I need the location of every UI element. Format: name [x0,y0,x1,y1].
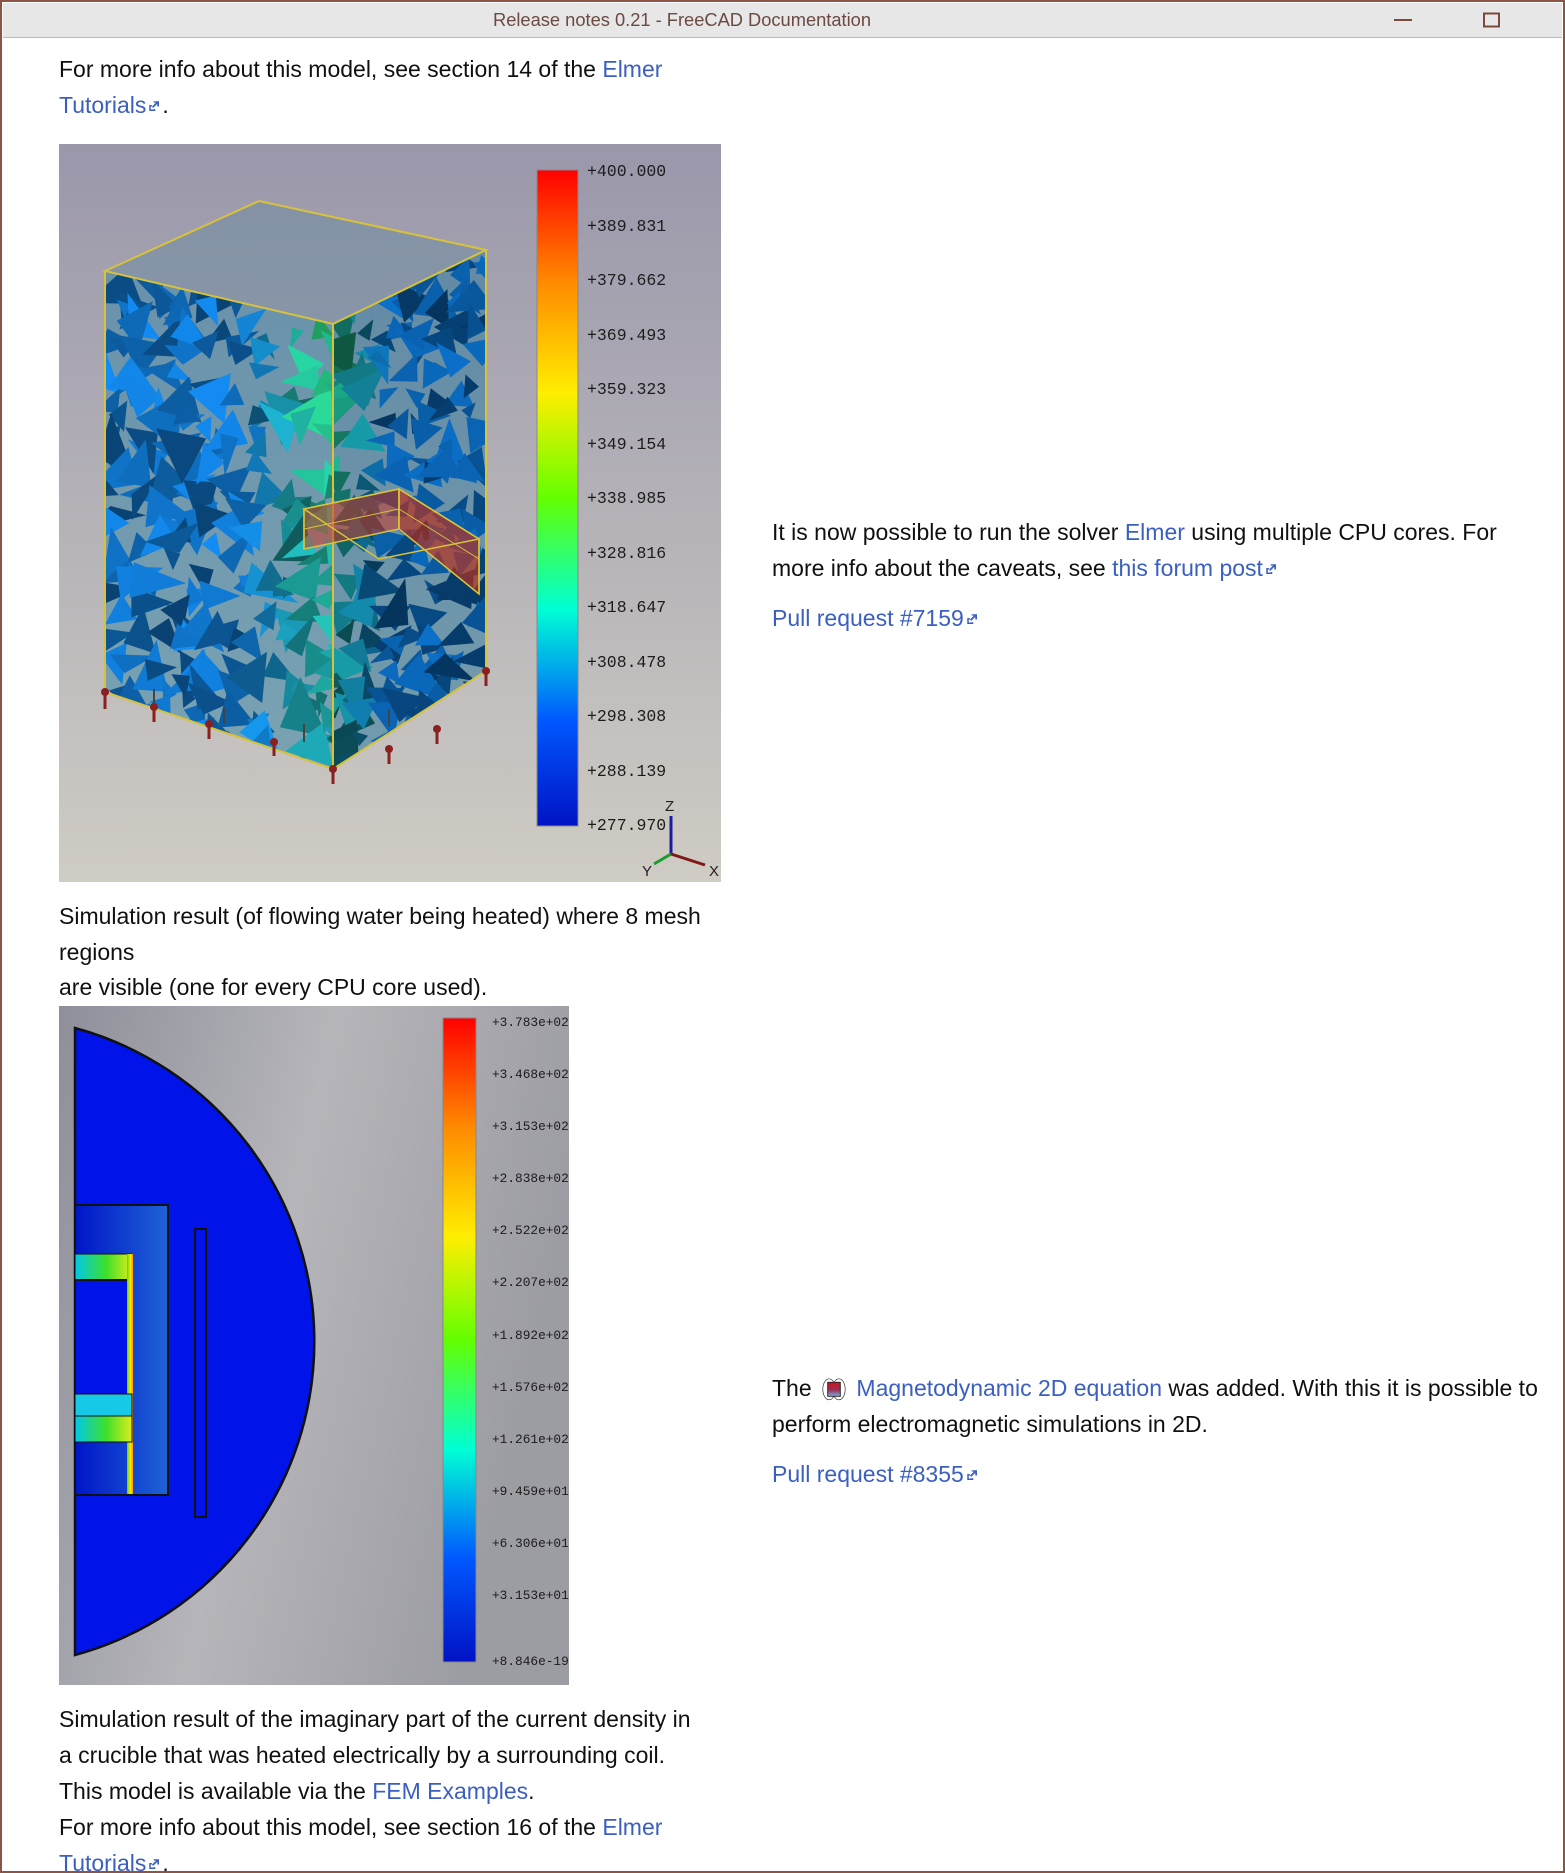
svg-text:+2.207e+02: +2.207e+02 [492,1275,569,1290]
svg-text:Z: Z [665,798,674,815]
svg-text:+288.139: +288.139 [587,762,666,781]
svg-text:+359.323: +359.323 [587,380,666,399]
svg-text:+298.308: +298.308 [587,707,666,726]
svg-text:+328.816: +328.816 [587,544,666,563]
svg-text:+8.846e-19: +8.846e-19 [492,1654,569,1669]
svg-text:+2.838e+02: +2.838e+02 [492,1171,569,1186]
svg-text:+2.522e+02: +2.522e+02 [492,1223,569,1238]
svg-text:+6.306e+01: +6.306e+01 [492,1536,569,1551]
svg-text:+379.662: +379.662 [587,271,666,290]
svg-text:+1.892e+02: +1.892e+02 [492,1328,569,1343]
svg-text:+3.153e+02: +3.153e+02 [492,1119,569,1134]
svg-text:+349.154: +349.154 [587,435,666,454]
svg-text:+400.000: +400.000 [587,162,666,181]
svg-text:+308.478: +308.478 [587,653,666,672]
svg-text:+338.985: +338.985 [587,489,666,508]
svg-text:+389.831: +389.831 [587,217,666,236]
svg-text:Y: Y [642,863,652,880]
svg-text:+1.261e+02: +1.261e+02 [492,1432,569,1447]
svg-text:+3.783e+02: +3.783e+02 [492,1015,569,1030]
svg-text:+1.576e+02: +1.576e+02 [492,1380,569,1395]
svg-text:+9.459e+01: +9.459e+01 [492,1484,569,1499]
svg-text:+3.153e+01: +3.153e+01 [492,1588,569,1603]
svg-text:+3.468e+02: +3.468e+02 [492,1067,569,1082]
svg-text:X: X [709,863,719,880]
svg-text:+369.493: +369.493 [587,326,666,345]
svg-text:+277.970: +277.970 [587,816,666,835]
svg-text:+318.647: +318.647 [587,598,666,617]
